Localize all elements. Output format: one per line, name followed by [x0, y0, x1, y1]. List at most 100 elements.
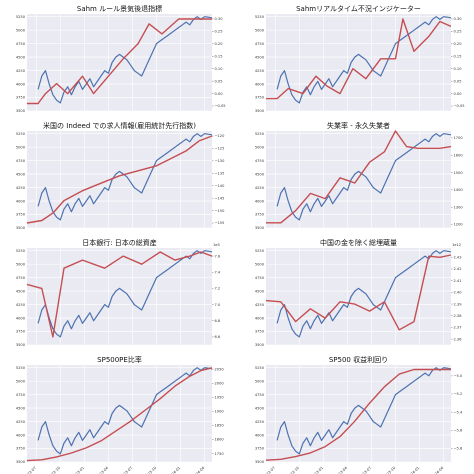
left-tick-label: 4000 [16, 82, 26, 86]
right-tick-label: 0.30 [215, 17, 224, 21]
x-tick-label: 2023-07 [120, 466, 133, 474]
right-tick-label: 2.42 [454, 267, 462, 271]
left-tick-label: 4500 [255, 289, 265, 293]
left-tick-label: 4500 [255, 55, 265, 59]
left-tick-label: 4000 [16, 433, 26, 437]
right-tick-label: 6.8 [215, 319, 221, 323]
right-tick-label: 1600 [454, 153, 464, 157]
right-tick-label: −5.8 [454, 447, 463, 451]
left-tick-label: 3750 [16, 447, 26, 451]
chart-panel-2: Sahmリアルタイム不況インジケーター 3500 3750 4000 4250 4500 4… [255, 4, 465, 113]
chart-title: SP500PE比率 [97, 355, 142, 364]
right-tick-label: 0.05 [215, 79, 223, 83]
left-tick-label: 4750 [255, 276, 265, 280]
right-tick-label: 0.20 [454, 42, 463, 46]
x-tick-label: 2022-07 [263, 466, 276, 474]
right-tick-label: 7.2 [215, 287, 221, 291]
right-tick-label: 2.37 [454, 326, 462, 330]
left-tick-label: 5250 [16, 132, 26, 136]
left-tick-label: 4500 [16, 406, 26, 410]
right-tick-label: 1200 [454, 223, 464, 227]
left-tick-label: 3750 [255, 96, 265, 100]
right-tick-label: −0.05 [454, 104, 465, 108]
indicator-line [266, 130, 452, 224]
left-tick-label: 4000 [255, 82, 265, 86]
left-tick-label: 4250 [255, 69, 265, 73]
chart-panel-5: 日本銀行: 日本の総資産 3500 3750 4000 4250 4500 4750 5000… [16, 238, 221, 347]
sp500-line [276, 133, 452, 221]
left-tick-label: 4500 [16, 55, 26, 59]
right-tick-label: 6.6 [215, 335, 221, 339]
right-tick-label: 2.41 [454, 279, 462, 283]
left-tick-label: 3500 [16, 343, 26, 347]
chart-title: 日本銀行: 日本の総資産 [82, 238, 157, 247]
x-tick-label: 2023-10 [144, 465, 158, 474]
right-tick-label: −5.4 [454, 410, 463, 414]
left-tick-label: 4500 [255, 406, 265, 410]
right-tick-label: 0.25 [215, 30, 223, 34]
right-tick-label: 0.25 [454, 30, 462, 34]
chart-title: Sahmリアルタイム不況インジケーター [296, 4, 421, 13]
left-tick-label: 3750 [16, 96, 26, 100]
left-tick-label: 5000 [255, 379, 265, 383]
left-tick-label: 5250 [16, 366, 26, 370]
right-tick-label: 1400 [454, 188, 464, 192]
x-tick-label: 2023-10 [383, 465, 397, 474]
sp500-line [276, 16, 452, 104]
left-tick-label: 5250 [16, 15, 26, 19]
right-tick-label: −130 [215, 159, 226, 163]
right-tick-label: −150 [215, 209, 226, 213]
right-tick-label: −135 [215, 171, 225, 175]
left-tick-label: 4000 [16, 199, 26, 203]
right-tick-label: 0.20 [215, 42, 224, 46]
left-tick-label: 4000 [16, 316, 26, 320]
indicator-line [265, 368, 451, 461]
chart-panel-8: SP500 収益利回り 3500 3750 4000 4250 4500 4750 5000 5… [255, 355, 463, 474]
x-tick-label: 2022-07 [24, 466, 37, 474]
chart-title: 米国の Indeed での求人情報(雇用統計先行指数) [43, 121, 196, 130]
right-tick-label: −155 [215, 221, 225, 225]
right-tick-label: −140 [215, 184, 226, 188]
sp500-line [37, 133, 213, 221]
right-tick-label: −5.2 [454, 392, 463, 396]
x-tick-label: 2023-04 [335, 465, 349, 474]
left-tick-label: 5250 [255, 249, 265, 253]
indicator-line [26, 367, 213, 462]
left-tick-label: 5250 [255, 366, 265, 370]
left-tick-label: 5250 [255, 15, 265, 19]
right-tick-label: 0.30 [454, 17, 463, 21]
right-tick-label: 2.39 [454, 302, 463, 306]
left-tick-label: 3750 [255, 213, 265, 217]
chart-panel-6: 中国の金を除く総埋蔵量 3500 3750 4000 4250 4500 4750 5000 5… [255, 238, 462, 347]
right-tick-label: −5.6 [454, 428, 463, 432]
left-tick-label: 5000 [255, 28, 265, 32]
left-tick-label: 3500 [16, 109, 26, 113]
right-tick-label: 0.00 [215, 92, 224, 96]
right-tick-label: 2.43 [454, 256, 462, 260]
chart-panel-7: SP500PE比率 3500 3750 4000 4250 4500 4750 5000 525… [16, 355, 225, 474]
left-tick-label: 4250 [255, 303, 265, 307]
sp500-line [276, 250, 452, 338]
right-tick-label: 1900 [215, 410, 225, 414]
left-tick-label: 3500 [255, 226, 265, 230]
indicator-line [26, 135, 213, 224]
right-tick-label: 1300 [454, 205, 464, 209]
right-tick-label: 7.0 [215, 303, 221, 307]
left-tick-label: 3750 [255, 447, 265, 451]
right-tick-label: 0.10 [454, 67, 463, 71]
left-tick-label: 3500 [255, 109, 265, 113]
right-tick-label: 2050 [215, 367, 225, 371]
x-tick-label: 2022-10 [287, 465, 301, 474]
left-tick-label: 4250 [16, 69, 26, 73]
left-tick-label: 4500 [16, 172, 26, 176]
left-tick-label: 4250 [255, 420, 265, 424]
x-tick-label: 2023-01 [72, 466, 85, 474]
right-tick-label: 1700 [454, 136, 464, 140]
x-tick-label: 2024-01 [168, 466, 181, 474]
left-tick-label: 4750 [16, 393, 26, 397]
left-tick-label: 4250 [16, 186, 26, 190]
right-tick-label: −145 [215, 196, 225, 200]
indicator-line [26, 251, 213, 338]
